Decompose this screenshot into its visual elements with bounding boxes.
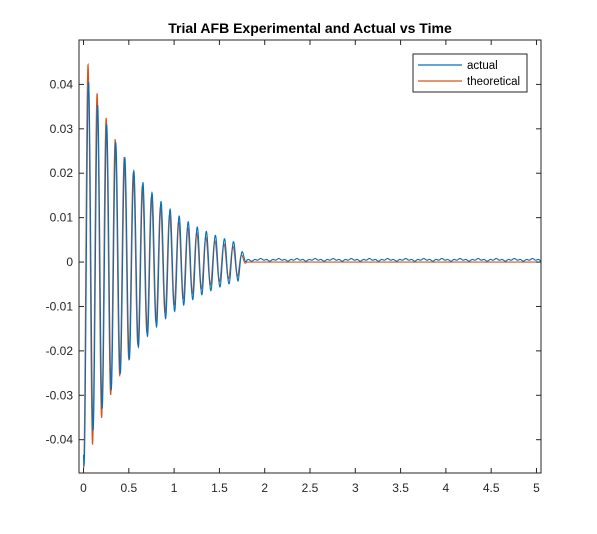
x-tick-label: 3 xyxy=(352,481,359,495)
x-tick-label: 1 xyxy=(171,481,178,495)
series-line-actual xyxy=(82,81,541,467)
y-tick-label: -0.03 xyxy=(46,388,74,402)
y-tick-label: 0.03 xyxy=(50,122,74,136)
plot-area xyxy=(79,40,541,473)
y-tick-label: -0.04 xyxy=(46,433,74,447)
legend-label-theoretical: theoretical xyxy=(467,76,520,88)
series-layer xyxy=(82,62,541,469)
y-axis: -0.04 -0.03 -0.02 -0.01 0 0.01 0.02 0.03 0.04 xyxy=(46,77,541,447)
x-tick-label: 1.5 xyxy=(211,481,228,495)
x-tick-label: 3.5 xyxy=(392,481,409,495)
x-tick-label: 2 xyxy=(261,481,268,495)
chart-title: Trial AFB Experimental and Actual vs Tim… xyxy=(168,20,452,36)
y-tick-label: 0.02 xyxy=(50,166,74,180)
x-axis: 0 0.5 1 1.5 2 2.5 3 3.5 4 4.5 5 xyxy=(80,40,540,495)
x-tick-label: 2.5 xyxy=(302,481,319,495)
legend-label-actual: actual xyxy=(467,60,498,72)
y-tick-label: 0 xyxy=(66,255,73,269)
x-tick-label: 4 xyxy=(443,481,450,495)
x-tick-label: 5 xyxy=(533,481,540,495)
x-tick-label: 0 xyxy=(80,481,87,495)
x-tick-label: 0.5 xyxy=(120,481,137,495)
y-tick-label: 0.04 xyxy=(50,77,74,91)
legend-box xyxy=(412,53,528,93)
y-tick-label: -0.02 xyxy=(46,344,74,358)
legend: actual theoretical xyxy=(412,53,528,93)
y-tick-label: -0.01 xyxy=(46,299,74,313)
x-tick-label: 4.5 xyxy=(483,481,500,495)
y-tick-label: 0.01 xyxy=(50,211,74,225)
